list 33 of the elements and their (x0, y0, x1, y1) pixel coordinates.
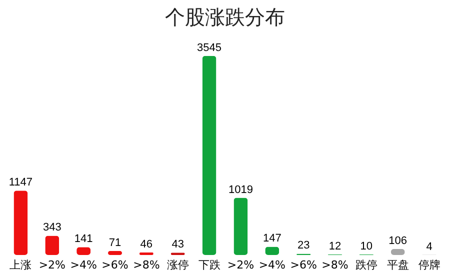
bar (14, 190, 28, 255)
data-label: 12 (328, 240, 342, 252)
data-label: 71 (108, 237, 122, 250)
chart-title: 个股涨跌分布 (165, 5, 285, 29)
x-tick-label: >4% (258, 258, 286, 272)
data-label: 343 (42, 222, 62, 234)
data-label: 147 (262, 232, 282, 245)
data-label: 3545 (197, 42, 222, 54)
x-tick-label: 停牌 (418, 258, 440, 272)
x-tick-label: >2% (38, 258, 66, 272)
x-tick-label: 跌停 (355, 258, 378, 272)
data-label: 106 (388, 235, 408, 248)
bar (202, 56, 216, 255)
x-tick-label: >8% (322, 258, 348, 272)
x-tick-label: 下跌 (198, 258, 220, 272)
bar (234, 198, 248, 255)
x-tick-label: 涨停 (166, 258, 189, 272)
x-tick-label: >4% (70, 258, 97, 272)
x-tick-label: >2% (227, 258, 254, 272)
bar (45, 236, 60, 255)
data-label: 43 (172, 238, 184, 251)
data-label: 4 (426, 240, 432, 253)
x-tick-label: >8% (133, 258, 160, 272)
data-label: 141 (74, 233, 93, 246)
data-label: 23 (297, 240, 310, 252)
data-label: 10 (360, 240, 373, 252)
x-tick-label: 平盘 (386, 258, 409, 272)
data-label: 46 (140, 238, 153, 250)
data-label: 1147 (8, 176, 33, 189)
x-tick-label: >6% (102, 258, 128, 272)
x-tick-label: >6% (290, 258, 317, 272)
data-label: 1019 (228, 184, 253, 196)
x-tick-label: 上涨 (10, 258, 32, 272)
